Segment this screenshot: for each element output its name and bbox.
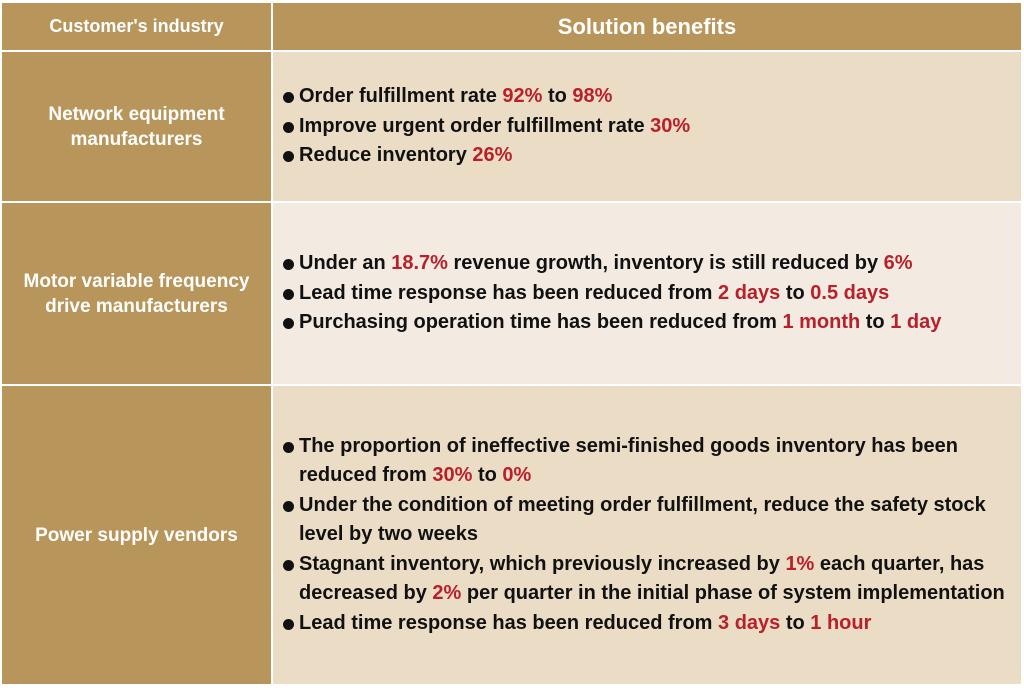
- benefits-cell-motor: Under an 18.7% revenue growth, inventory…: [273, 203, 1021, 384]
- benefit-text: to: [780, 611, 811, 634]
- benefit-item: Lead time response has been reduced from…: [283, 609, 1013, 639]
- benefit-item: Reduce inventory 26%: [283, 141, 1013, 171]
- highlight-value: 0%: [502, 464, 532, 487]
- benefit-text: to: [860, 311, 891, 334]
- benefit-item: Under an 18.7% revenue growth, inventory…: [283, 249, 1013, 279]
- benefit-text: Lead time response has been reduced from: [299, 611, 719, 634]
- benefit-text: per quarter in the initial phase of syst…: [461, 582, 1005, 605]
- highlight-value: 30%: [432, 464, 473, 487]
- highlight-value: 92%: [502, 85, 543, 108]
- benefit-item: Purchasing operation time has been reduc…: [283, 308, 1013, 338]
- highlight-value: 3 days: [718, 611, 781, 634]
- benefit-text: Reduce inventory: [299, 144, 473, 167]
- highlight-value: 18.7%: [391, 252, 448, 275]
- benefit-item: The proportion of ineffective semi-finis…: [283, 432, 1013, 491]
- industry-cell-motor: Motor variable frequency drive manufactu…: [2, 203, 271, 384]
- benefit-text: Under an: [299, 252, 392, 275]
- industry-line: manufacturers: [70, 128, 203, 150]
- benefit-text: Order fulfillment rate: [299, 85, 503, 108]
- benefit-item: Under the condition of meeting order ful…: [283, 491, 1013, 550]
- industry-line: Network equipment: [48, 103, 225, 125]
- industry-cell-network: Network equipment manufacturers: [2, 52, 271, 201]
- highlight-value: 0.5 days: [810, 281, 890, 304]
- benefit-item: Order fulfillment rate 92% to 98%: [283, 82, 1013, 112]
- highlight-value: 98%: [572, 85, 613, 108]
- benefit-text: The proportion of ineffective semi-finis…: [299, 434, 958, 487]
- benefit-item: Lead time response has been reduced from…: [283, 279, 1013, 309]
- benefit-text: Purchasing operation time has been reduc…: [299, 311, 783, 334]
- highlight-value: 1 month: [782, 311, 861, 334]
- benefit-list: The proportion of ineffective semi-finis…: [283, 432, 1013, 639]
- benefit-text: Stagnant inventory, which previously inc…: [299, 552, 786, 575]
- benefits-cell-power: The proportion of ineffective semi-finis…: [273, 386, 1021, 684]
- benefit-text: to: [472, 464, 503, 487]
- highlight-value: 2%: [432, 582, 462, 605]
- industry-line: Motor variable frequency: [23, 270, 250, 292]
- highlight-value: 30%: [650, 114, 691, 137]
- benefit-list: Under an 18.7% revenue growth, inventory…: [283, 249, 1013, 338]
- industry-line: drive manufacturers: [45, 295, 228, 317]
- benefit-item: Improve urgent order fulfillment rate 30…: [283, 112, 1013, 142]
- benefit-text: Improve urgent order fulfillment rate: [299, 114, 651, 137]
- header-benefits: Solution benefits: [273, 3, 1021, 50]
- industry-cell-power: Power supply vendors: [2, 386, 271, 684]
- benefits-table: Customer's industry Solution benefits Ne…: [2, 3, 1021, 686]
- header-industry: Customer's industry: [2, 3, 271, 50]
- highlight-value: 1 day: [890, 311, 942, 334]
- benefit-text: to: [780, 281, 811, 304]
- benefit-list: Order fulfillment rate 92% to 98% Improv…: [283, 82, 1013, 171]
- benefit-text: Lead time response has been reduced from: [299, 281, 719, 304]
- highlight-value: 26%: [472, 144, 513, 167]
- highlight-value: 6%: [883, 252, 913, 275]
- benefit-text: each quarter, has decreased by: [299, 552, 985, 605]
- industry-line: Power supply vendors: [35, 524, 238, 546]
- benefit-text: revenue growth, inventory is still reduc…: [447, 252, 884, 275]
- benefits-cell-network: Order fulfillment rate 92% to 98% Improv…: [273, 52, 1021, 201]
- highlight-value: 1 hour: [810, 611, 872, 634]
- benefit-item: Stagnant inventory, which previously inc…: [283, 550, 1013, 609]
- benefit-text: Under the condition of meeting order ful…: [299, 493, 986, 546]
- highlight-value: 2 days: [718, 281, 781, 304]
- highlight-value: 1%: [785, 552, 815, 575]
- benefit-text: to: [542, 85, 573, 108]
